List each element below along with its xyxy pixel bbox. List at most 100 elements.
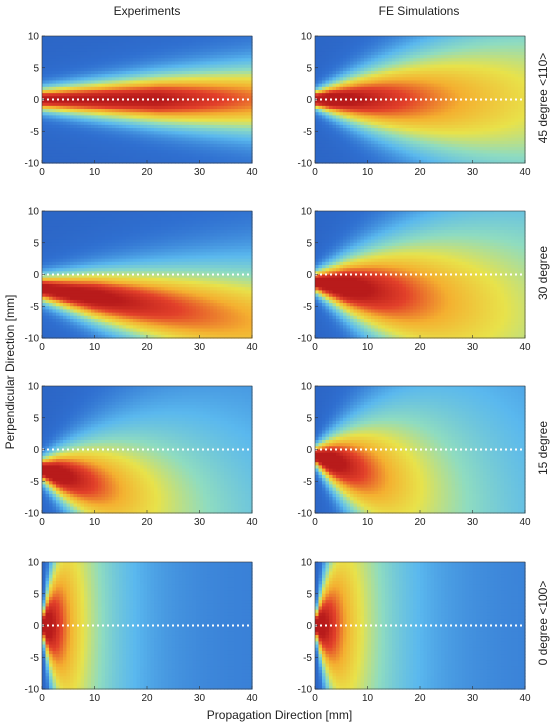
heatmap-cell <box>171 109 176 113</box>
heatmap-cell <box>56 118 61 123</box>
heatmap-cell <box>367 70 372 75</box>
heatmap-cell <box>119 143 124 148</box>
heatmap-cell <box>196 109 201 113</box>
heatmap-cell <box>336 42 341 47</box>
heatmap-cell <box>59 105 64 110</box>
heatmap-cell <box>91 51 96 56</box>
heatmap-cell <box>171 140 176 145</box>
heatmap-cell <box>329 39 334 43</box>
heatmap-cell <box>199 83 204 88</box>
heatmap-cell <box>164 102 169 107</box>
heatmap-cell <box>105 134 110 139</box>
heatmap-cell <box>217 51 222 56</box>
heatmap-cell <box>227 137 232 142</box>
heatmap-cell <box>213 45 218 50</box>
heatmap-cell <box>339 51 344 56</box>
heatmap-cell <box>98 128 103 132</box>
heatmap-cell <box>217 131 222 136</box>
heatmap-cell <box>238 105 243 110</box>
heatmap-cell <box>157 58 162 62</box>
heatmap-cell <box>154 156 159 161</box>
heatmap-cell <box>388 124 393 129</box>
heatmap-cell <box>360 67 365 72</box>
heatmap-cell <box>318 99 323 104</box>
heatmap-cell <box>220 102 225 107</box>
heatmap-cell <box>217 36 222 40</box>
heatmap-cell <box>94 118 99 123</box>
heatmap-cell <box>84 55 89 59</box>
heatmap-cell <box>357 64 362 69</box>
heatmap-cell <box>56 131 61 136</box>
heatmap-cell <box>248 80 253 85</box>
heatmap-cell <box>332 128 337 132</box>
heatmap-cell <box>199 70 204 75</box>
heatmap-cell <box>385 83 390 88</box>
heatmap-cell <box>143 99 148 104</box>
heatmap-cell <box>108 61 113 66</box>
heatmap-cell <box>115 109 120 113</box>
heatmap-cell <box>157 83 162 88</box>
heatmap-cell <box>360 124 365 129</box>
heatmap-cell <box>94 36 99 40</box>
heatmap-cell <box>227 112 232 116</box>
heatmap-cell <box>115 115 120 120</box>
heatmap-cell <box>213 140 218 145</box>
heatmap-cell <box>196 48 201 53</box>
heatmap-cell <box>392 89 397 94</box>
heatmap-cell <box>171 131 176 136</box>
heatmap-cell <box>318 39 323 43</box>
heatmap-cell <box>231 45 236 50</box>
heatmap-cell <box>108 36 113 40</box>
heatmap-cell <box>318 115 323 120</box>
x-tick-label: 20 <box>414 167 426 178</box>
heatmap-cell <box>66 105 71 110</box>
heatmap-cell <box>73 61 78 66</box>
heatmap-cell <box>122 42 127 47</box>
heatmap-cell <box>220 109 225 113</box>
heatmap-cell <box>77 99 82 104</box>
heatmap-cell <box>350 51 355 56</box>
heatmap-cell <box>220 45 225 50</box>
heatmap-cell <box>392 156 397 161</box>
heatmap-cell <box>224 80 229 85</box>
heatmap-cell <box>199 105 204 110</box>
heatmap-cell <box>374 86 379 91</box>
heatmap-cell <box>70 105 75 110</box>
heatmap-cell <box>388 51 393 56</box>
heatmap-cell <box>385 36 390 40</box>
heatmap-cell <box>154 137 159 142</box>
heatmap-cell <box>59 153 64 158</box>
heatmap-cell <box>367 96 372 101</box>
heatmap-cell <box>101 39 106 43</box>
heatmap-cell <box>206 51 211 56</box>
heatmap-cell <box>164 159 169 164</box>
heatmap-cell <box>192 156 197 161</box>
heatmap-cell <box>45 61 50 66</box>
heatmap-cell <box>322 159 327 164</box>
heatmap-cell <box>126 86 131 91</box>
heatmap-cell <box>129 96 134 101</box>
heatmap-cell <box>101 140 106 145</box>
heatmap-cell <box>98 74 103 78</box>
heatmap-cell <box>371 48 376 53</box>
heatmap-cell <box>66 83 71 88</box>
heatmap-cell <box>217 99 222 104</box>
heatmap-cell <box>213 64 218 69</box>
heatmap-cell <box>329 137 334 142</box>
heatmap-cell <box>175 105 180 110</box>
heatmap-cell <box>199 115 204 120</box>
heatmap-cell <box>336 64 341 69</box>
heatmap-cell <box>122 121 127 126</box>
heatmap-cell <box>336 150 341 155</box>
heatmap-cell <box>213 89 218 94</box>
heatmap-cell <box>192 80 197 85</box>
heatmap-cell <box>206 137 211 142</box>
heatmap-cell <box>157 67 162 72</box>
heatmap-cell <box>343 70 348 75</box>
heatmap-cell <box>192 99 197 104</box>
heatmap-cell <box>346 77 351 82</box>
heatmap-cell <box>241 61 246 66</box>
heatmap-cell <box>171 102 176 107</box>
heatmap-cell <box>392 143 397 148</box>
heatmap-cell <box>178 58 183 62</box>
